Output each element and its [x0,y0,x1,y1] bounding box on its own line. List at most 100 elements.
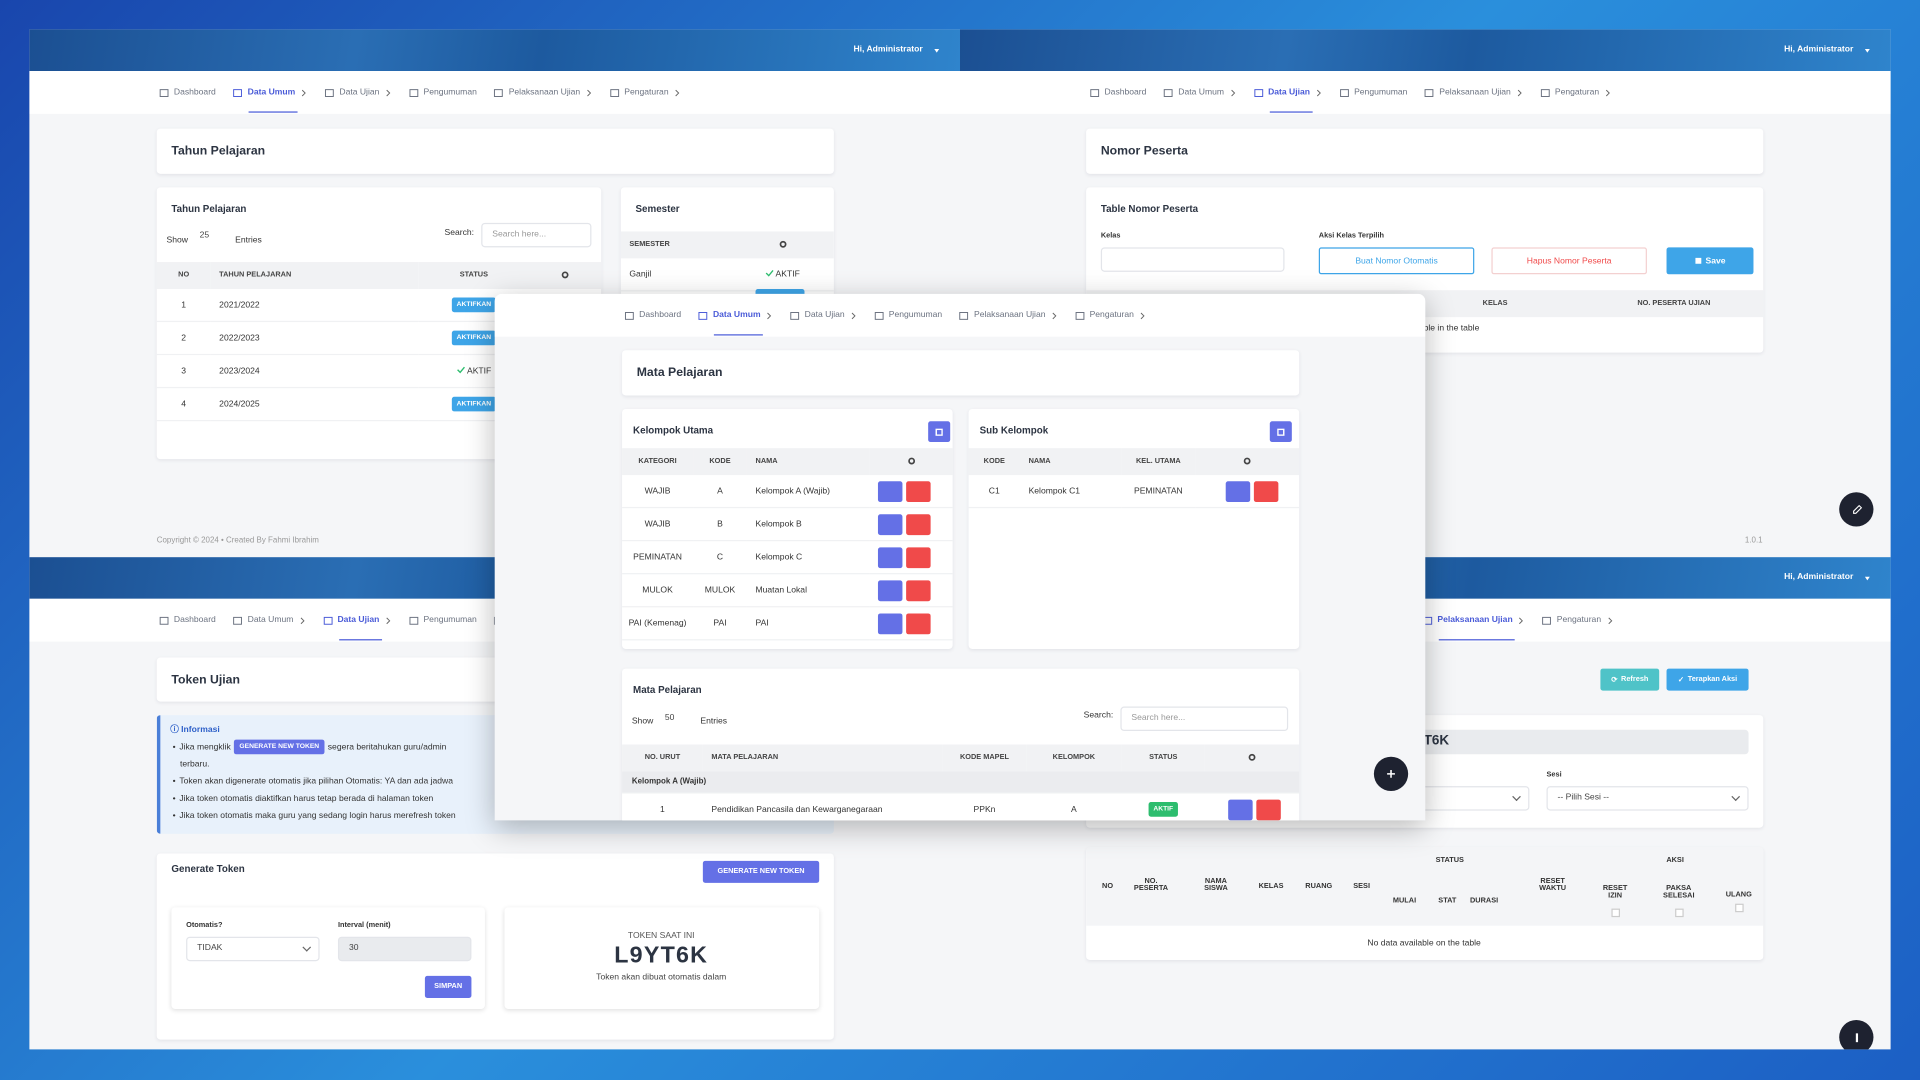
span: segera beritahukan guru/admin [327,742,447,752]
nav-item[interactable]: Pelaksanaan Ujian [1423,599,1525,642]
nav-item[interactable]: Dashboard [1090,71,1146,114]
input[interactable]: 25 [193,227,231,248]
nav-item[interactable]: Data Ujian [1253,71,1322,114]
nav-item[interactable]: Data Umum [233,71,308,114]
nav-item[interactable]: Pelaksanaan Ujian [1425,71,1523,114]
svg [233,88,243,97]
ib[interactable] [906,513,931,535]
card: Sub Kelompok KODE NAMA KEL. UTAMA C1 Kelomp… [968,408,1300,649]
nav-item[interactable]: Data Umum [1164,71,1237,114]
badge[interactable]: AKTIFKAN [451,396,496,412]
btn[interactable]: Buat Nomor Otomatis [1318,247,1475,275]
ib[interactable] [906,480,931,502]
btn[interactable] [928,421,951,443]
nav-item[interactable]: Data Umum [233,599,306,642]
nav-item[interactable]: Pengumuman [409,599,477,642]
caret [934,48,940,53]
ib[interactable] [1253,480,1279,502]
svg [1090,88,1100,97]
input[interactable]: -- Pilih Sesi -- [1546,786,1749,811]
btn[interactable]: Hapus Nomor Peserta [1491,247,1647,275]
btn[interactable]: SIMPAN [424,975,472,998]
svg [1277,427,1285,436]
rect [233,88,243,97]
ctitle: Table Nomor Peserta [1100,203,1199,215]
btn[interactable]: Save [1666,247,1754,275]
nav-item[interactable]: Pelaksanaan Ujian [959,294,1057,337]
c: WAJIB [622,475,694,509]
btn[interactable]: ⟳ Refresh [1600,668,1660,691]
badge[interactable]: AKTIFKAN [451,297,496,313]
user: Hi, Administrator [853,45,923,54]
nav-item[interactable]: Dashboard [159,71,216,114]
btn[interactable]: ✓ Terapkan Aksi [1666,668,1749,691]
path [765,270,774,277]
card: Kelompok Utama KATEGORI KODE NAMA WAJIB A Ke… [622,408,953,649]
badge[interactable]: AKTIFKAN [451,330,496,346]
nav-item[interactable]: Data Ujian [325,71,392,114]
nav-item[interactable]: Pengaturan [1075,294,1146,337]
card: Mata Pelajaran [622,350,1300,396]
nav-item[interactable]: Pengaturan [610,71,681,114]
nav-item[interactable]: Data Ujian [790,294,857,337]
td: Kelompok A (Wajib) [622,771,1300,794]
input[interactable] [1100,247,1285,272]
nav-item[interactable]: Pengumuman [874,294,942,337]
ib[interactable] [1225,480,1251,502]
c: PEMINATAN [1121,475,1196,509]
path [1519,616,1524,624]
nav-item[interactable]: Pengaturan [1542,599,1613,642]
tr: 1 Pendidikan Pancasila dan Kewarganegaraa… [622,792,1300,821]
btn[interactable]: GENERATE NEW TOKEN [702,860,820,883]
rect [790,311,800,320]
ib[interactable] [877,612,903,634]
nav-item[interactable]: Pengumuman [1339,71,1407,114]
user: Hi, Administrator [1784,45,1854,54]
badge: GENERATE NEW TOKEN [234,739,325,755]
svg [325,88,334,97]
input[interactable]: 50 [658,710,696,730]
nav-item[interactable]: Dashboard [624,294,681,337]
span: Jika token otomatis diaktifkan harus tet… [179,794,434,804]
nav-item[interactable]: Data Umum [698,294,773,337]
span: Dashboard [173,88,216,97]
table: SEMESTER Ganjil AKTIF [620,231,834,292]
input[interactable]: 30 [337,936,472,962]
ib[interactable] [877,513,903,535]
input[interactable]: Search here... [481,222,592,248]
path [1140,312,1145,319]
ib[interactable] [1228,798,1253,820]
bl: • Token akan digenerate otomatis jika pi… [172,777,454,787]
card: Otomatis? TIDAK Interval (menit) 30 SIMP… [171,907,485,1009]
ib[interactable] [1256,798,1281,820]
ib[interactable] [906,579,931,601]
tr: Ganjil AKTIF [620,258,834,292]
float[interactable] [1839,1020,1874,1050]
card: NO NO. PESERTA NAMA SISWA KELAS RUANG SE… [1086,847,1764,961]
t: Search: [444,228,475,238]
ptitle: Nomor Peserta [1100,144,1188,158]
ib[interactable] [877,546,903,568]
input[interactable]: Search here... [1120,706,1289,732]
nav-item[interactable]: Data Ujian [323,599,392,642]
svg [586,89,591,96]
nav-item[interactable]: Pengaturan [1540,71,1611,114]
float[interactable] [1373,756,1409,792]
ib[interactable] [877,579,903,601]
ib[interactable] [906,546,931,568]
float[interactable] [1839,492,1874,527]
c: 4 [156,387,211,422]
ib[interactable] [877,480,903,502]
c: STATUS [1121,744,1205,772]
nav-item[interactable]: Pengumuman [409,71,477,114]
table: NO. URUT MATA PELAJARAN KODE MAPEL KELOMPOK… [622,744,1300,821]
ib[interactable] [906,612,931,634]
nav-item[interactable]: Pelaksanaan Ujian [494,71,592,114]
svg [779,240,786,248]
nav-item[interactable]: Dashboard [159,599,216,642]
input[interactable]: TIDAK [186,936,320,962]
td [869,507,953,542]
td [1195,475,1300,509]
btn[interactable] [1269,421,1292,443]
ptitle: Mata Pelajaran [636,366,723,380]
